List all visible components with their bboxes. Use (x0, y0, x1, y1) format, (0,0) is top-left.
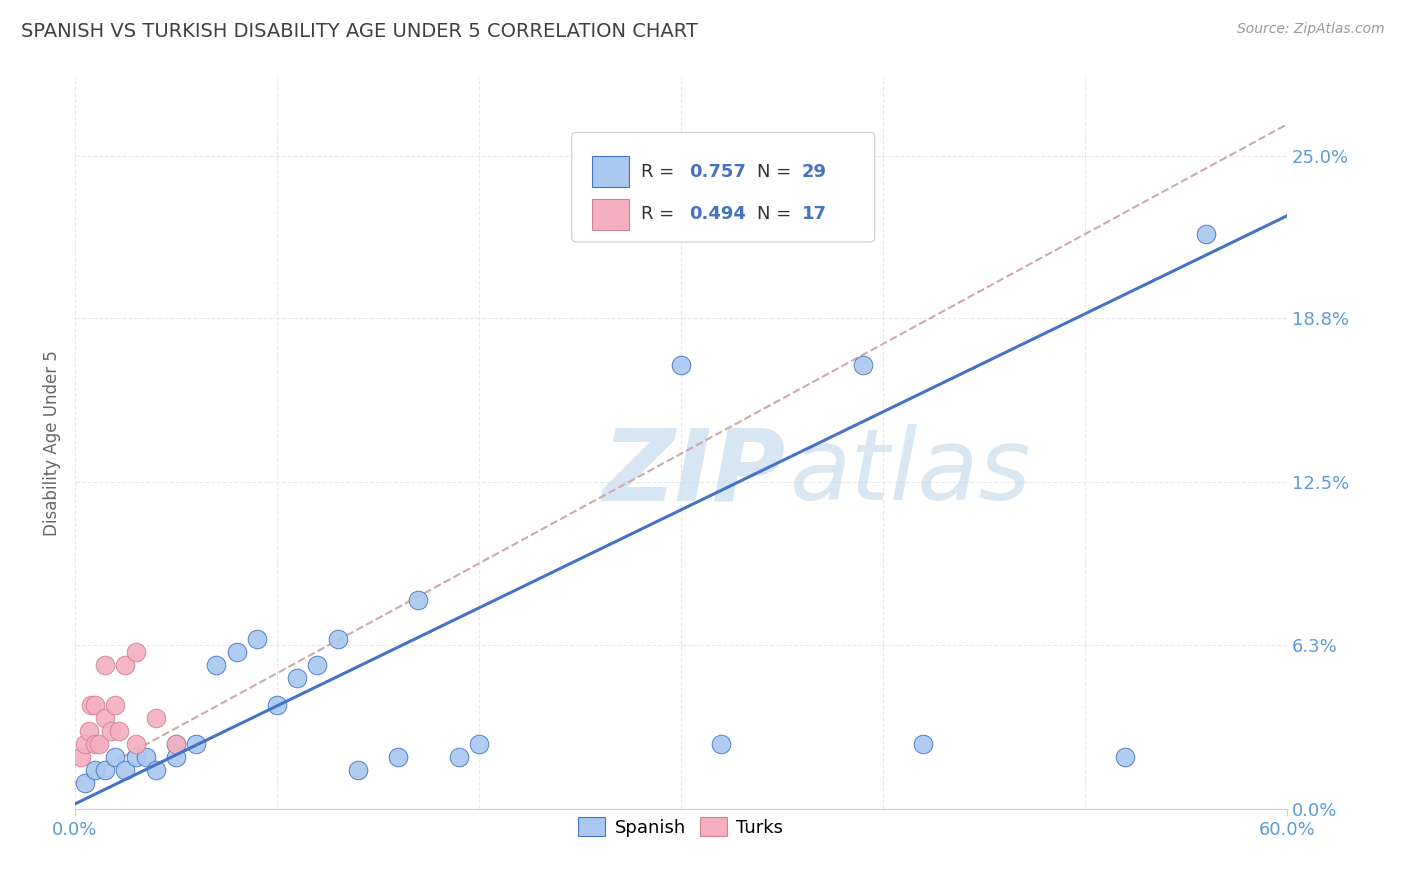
Point (124, 750, 146, 764)
Text: N =: N = (758, 205, 797, 223)
Point (912, 737, 935, 751)
FancyBboxPatch shape (592, 156, 628, 187)
Point (124, 737, 146, 751)
Point (104, 750, 127, 764)
Point (285, 672, 308, 686)
Point (326, 632, 349, 647)
Point (135, 750, 157, 764)
Point (246, 632, 269, 647)
Point (84, 698, 107, 712)
Point (710, 737, 733, 751)
Text: 0.494: 0.494 (689, 205, 747, 223)
Point (468, 737, 491, 751)
Point (165, 737, 187, 751)
Point (165, 750, 187, 764)
Point (145, 763, 167, 777)
Point (1195, 227, 1218, 242)
Point (114, 658, 136, 673)
Point (114, 763, 136, 777)
Point (70, 750, 93, 764)
Text: atlas: atlas (790, 424, 1032, 521)
Point (94, 763, 117, 777)
Point (1114, 750, 1136, 764)
Text: Source: ZipAtlas.com: Source: ZipAtlas.com (1237, 22, 1385, 37)
Point (77, 723, 100, 738)
Point (165, 737, 187, 751)
Point (124, 645, 146, 659)
FancyBboxPatch shape (572, 132, 875, 242)
Point (89, 737, 111, 751)
Text: ZIP: ZIP (602, 424, 785, 521)
Point (447, 750, 470, 764)
Y-axis label: Disability Age Under 5: Disability Age Under 5 (44, 351, 60, 536)
Point (186, 737, 208, 751)
Point (669, 358, 692, 372)
Point (84, 737, 107, 751)
Point (408, 593, 430, 607)
Legend: Spanish, Turks: Spanish, Turks (571, 810, 790, 844)
Text: 17: 17 (801, 205, 827, 223)
Text: R =: R = (641, 205, 681, 223)
FancyBboxPatch shape (592, 199, 628, 229)
Point (94, 658, 117, 673)
Point (100, 723, 122, 738)
Point (225, 645, 247, 659)
Point (75, 737, 97, 751)
Text: 0.757: 0.757 (689, 163, 747, 181)
Text: SPANISH VS TURKISH DISABILITY AGE UNDER 5 CORRELATION CHART: SPANISH VS TURKISH DISABILITY AGE UNDER … (21, 22, 697, 41)
Point (145, 711, 167, 725)
Point (346, 763, 368, 777)
Point (387, 750, 409, 764)
Point (104, 698, 127, 712)
Text: R =: R = (641, 163, 681, 181)
Point (75, 776, 97, 790)
Text: 29: 29 (801, 163, 827, 181)
Point (205, 658, 228, 673)
Point (852, 358, 875, 372)
Text: N =: N = (758, 163, 797, 181)
Point (80, 698, 103, 712)
Point (94, 711, 117, 725)
Point (266, 698, 288, 712)
Point (84, 763, 107, 777)
Point (108, 723, 131, 738)
Point (307, 658, 329, 673)
